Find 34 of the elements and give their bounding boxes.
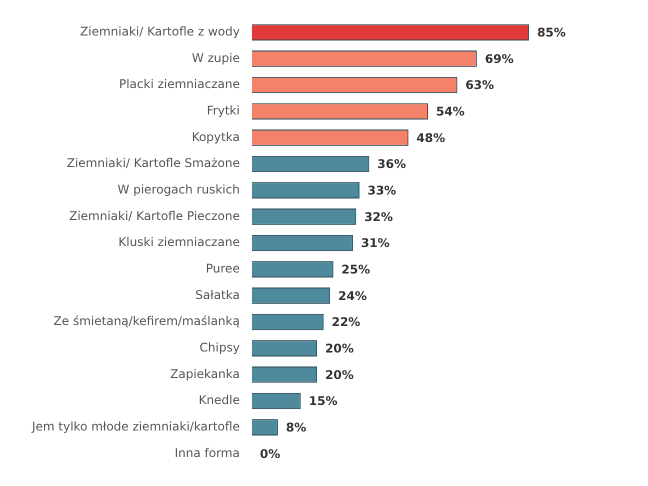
data-label: 20%	[325, 341, 354, 356]
y-tick-label: Sałatka	[195, 288, 240, 302]
y-tick-label: Jem tylko młode ziemniaki/kartofle	[30, 419, 240, 434]
y-tick-label: Ziemniaki/ Kartofle Pieczone	[69, 208, 240, 223]
data-label: 69%	[484, 52, 514, 66]
y-tick-label: Chipsy	[200, 340, 240, 354]
y-tick-label: Placki ziemniaczane	[118, 77, 240, 92]
data-label: 85%	[537, 25, 566, 40]
data-label: 20%	[325, 368, 354, 382]
data-label: 24%	[338, 288, 367, 303]
data-label: 54%	[436, 104, 465, 118]
y-tick-label: Inna forma	[174, 446, 240, 460]
y-tick-label: Ze śmietaną/kefirem/maślanką	[54, 314, 240, 328]
data-label: 36%	[377, 157, 406, 172]
y-tick-label: Knedle	[198, 393, 240, 408]
data-label: 31%	[360, 236, 390, 250]
y-tick-label: Kluski ziemniaczane	[118, 235, 240, 250]
y-tick-label: Ziemniaki/ Kartofle z wody	[80, 24, 240, 38]
y-tick-label: Frytki	[206, 103, 240, 118]
data-label: 32%	[364, 210, 393, 224]
y-tick-label: Ziemniaki/ Kartofle Smażone	[66, 156, 240, 170]
data-label: 33%	[367, 183, 396, 198]
y-tick-label: Puree	[206, 261, 240, 276]
y-tick-label: Zapiekanka	[170, 366, 240, 381]
y-tick-label: W pierogach ruskich	[118, 182, 240, 196]
data-label: 0%	[260, 446, 280, 461]
data-label: 48%	[416, 130, 446, 145]
data-label: 22%	[332, 315, 360, 330]
data-label: 25%	[341, 262, 370, 276]
y-tick-label: Kopytka	[192, 130, 240, 144]
data-label: 8%	[286, 420, 306, 434]
y-tick-label: W zupie	[192, 50, 240, 65]
data-label: 15%	[308, 394, 338, 408]
data-label: 63%	[465, 78, 494, 92]
